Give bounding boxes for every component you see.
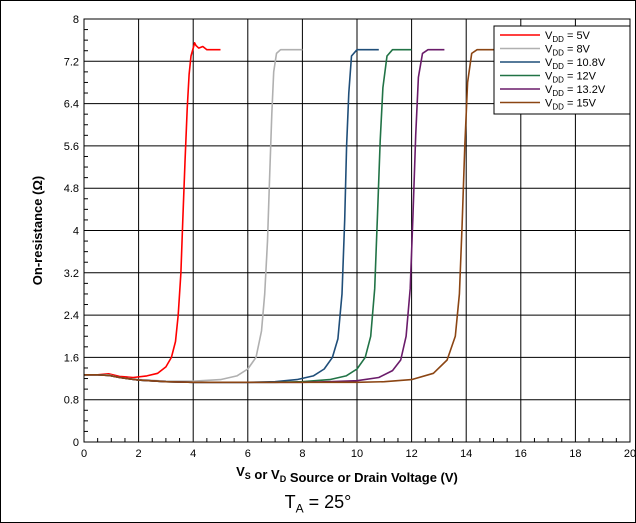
temperature-condition-label: TA = 25° <box>0 492 636 516</box>
legend-label-main: V <box>545 30 553 42</box>
legend-label-5V: VDD = 5V <box>545 30 591 44</box>
footnote-main: T <box>284 492 296 512</box>
legend-label-main: V <box>545 98 553 110</box>
y-tick-label: 5.6 <box>64 141 79 153</box>
legend-label-subscript: DD <box>552 76 564 85</box>
legend-label-value: = 12V <box>564 71 597 83</box>
x-tick-label: 12 <box>405 448 417 460</box>
x-tick-label: 2 <box>136 448 142 460</box>
x-tick-label: 20 <box>624 448 636 460</box>
y-tick-label: 7.2 <box>64 56 79 68</box>
legend-label-13.2V: VDD = 13.2V <box>545 84 606 98</box>
legend-label-value: = 13.2V <box>564 84 606 96</box>
legend-label-value: = 10.8V <box>564 57 606 69</box>
y-tick-label: 0 <box>73 437 79 449</box>
legend-label-12V: VDD = 12V <box>545 71 597 85</box>
y-tick-label: 4.8 <box>64 183 79 195</box>
x-tick-label: 16 <box>515 448 527 460</box>
legend-label-8V: VDD = 8V <box>545 44 591 58</box>
legend-label-main: V <box>545 71 553 83</box>
plot-border <box>83 18 631 443</box>
x-tick-label: 10 <box>351 448 363 460</box>
x-tick-label: 8 <box>299 448 305 460</box>
y-tick-label: 2.4 <box>64 310 79 322</box>
y-tick-label: 6.4 <box>64 99 79 111</box>
legend-label-value: = 8V <box>564 44 591 56</box>
x-tick-label: 6 <box>245 448 251 460</box>
legend-label-value: = 5V <box>564 30 591 42</box>
x-axis-title-subscript: S <box>245 471 251 481</box>
legend-label-subscript: DD <box>552 49 564 58</box>
series-line-5V <box>84 41 221 379</box>
legend-label-value: = 15V <box>564 98 597 110</box>
series-line-15V <box>84 48 494 384</box>
x-tick-label: 0 <box>81 448 87 460</box>
footnote-rest: = 25° <box>303 492 352 512</box>
x-tick-label: 4 <box>190 448 196 460</box>
y-tick-label: 0.8 <box>64 395 79 407</box>
x-axis-title-part: V <box>236 464 245 479</box>
legend-label-subscript: DD <box>552 103 564 112</box>
legend-label-15V: VDD = 15V <box>545 98 597 112</box>
legend-label-main: V <box>545 57 553 69</box>
footnote-sub: A <box>295 501 304 516</box>
x-tick-label: 18 <box>569 448 581 460</box>
on-resistance-chart: 0 2 4 6 8 10 12 14 16 18 20 0 0.8 1.6 2.4 3.2 4 4.8 5.6 6.4… <box>30 14 636 485</box>
legend-label-main: V <box>545 84 553 96</box>
y-tick-label: 8 <box>73 14 79 26</box>
legend-label-10.8V: VDD = 10.8V <box>545 57 606 71</box>
y-tick-label: 1.6 <box>64 352 79 364</box>
x-axis-title: VS or VD Source or Drain Voltage (V) <box>236 464 458 485</box>
y-tick-label: 3.2 <box>64 268 79 280</box>
y-axis-title: On-resistance (Ω) <box>30 176 45 285</box>
legend-label-subscript: DD <box>552 35 564 44</box>
legend-label-subscript: DD <box>552 89 564 98</box>
x-axis-title-part: or V <box>251 467 280 482</box>
x-tick-label: 14 <box>460 448 472 460</box>
legend-label-subscript: DD <box>552 62 564 71</box>
legend-label-main: V <box>545 44 553 56</box>
legend-box <box>493 25 631 115</box>
x-axis-title-part: Source or Drain Voltage (V) <box>286 470 458 485</box>
x-axis-title-subscript: D <box>280 474 287 484</box>
y-tick-label: 4 <box>73 226 79 238</box>
